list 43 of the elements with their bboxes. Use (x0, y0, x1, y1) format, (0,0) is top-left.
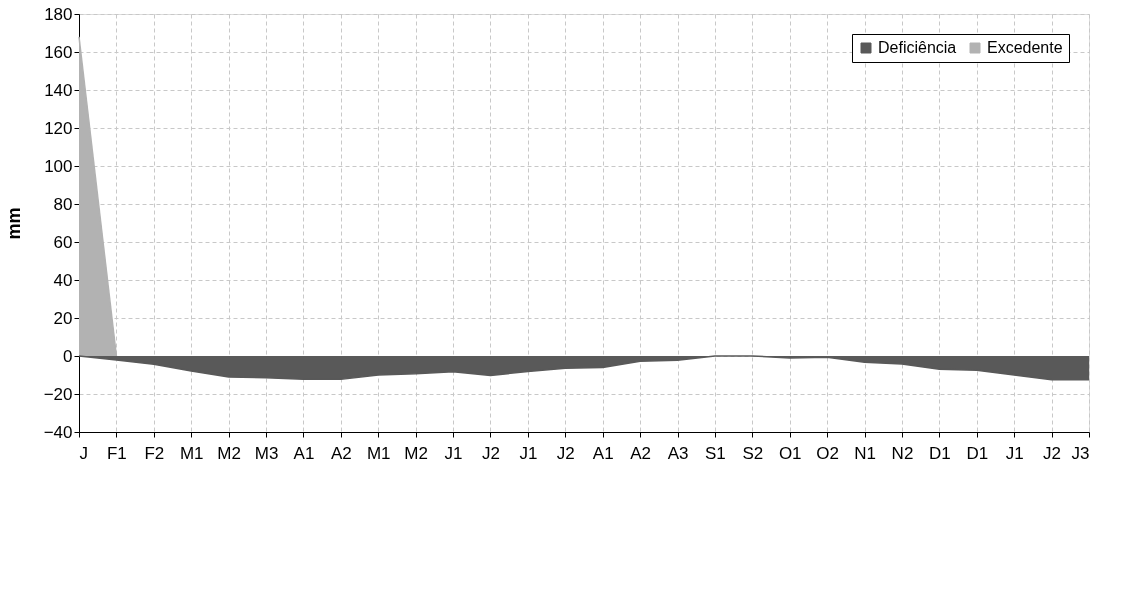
x-tick-label: N2 (891, 443, 914, 463)
x-tick-label: J3 (1071, 443, 1090, 463)
y-tick-label: 120 (44, 118, 73, 138)
x-tick-label: A1 (592, 443, 614, 463)
legend-label: Deficiência (878, 39, 957, 56)
x-tick-label: A2 (630, 443, 652, 463)
x-tick-label: D1 (966, 443, 989, 463)
y-tick-label: 60 (53, 232, 73, 252)
y-tick-label: 0 (63, 346, 73, 366)
x-tick-label: N1 (854, 443, 876, 463)
x-tick-label: S2 (742, 443, 764, 463)
x-tick-label: A1 (293, 443, 315, 463)
x-tick-label: J2 (482, 443, 500, 463)
x-tick-label: J1 (1005, 443, 1024, 463)
x-tick-label: F2 (144, 443, 165, 463)
x-tick-label: M1 (179, 443, 204, 463)
x-tick-label: F1 (106, 443, 127, 463)
x-tick-label: J1 (519, 443, 538, 463)
x-tick-label: M3 (254, 443, 279, 463)
y-axis-title: mm (3, 207, 24, 240)
y-tick-label: 100 (44, 156, 73, 176)
x-tick-label: O1 (778, 443, 802, 463)
y-tick-label: 20 (53, 308, 73, 328)
x-tick-label: D1 (929, 443, 951, 463)
x-tick-label: A3 (667, 443, 689, 463)
y-tick-label: 40 (53, 270, 73, 290)
y-tick-label: −40 (43, 422, 73, 442)
x-tick-label: J (79, 443, 88, 463)
x-tick-label: J2 (556, 443, 575, 463)
x-tick-label: J1 (444, 443, 463, 463)
x-tick-label: J2 (1043, 443, 1062, 463)
y-tick-label: 180 (44, 4, 73, 24)
x-tick-label: M2 (404, 443, 428, 463)
legend-label: Excedente (987, 39, 1063, 56)
x-tick-label: M1 (366, 443, 391, 463)
y-tick-label: −20 (43, 384, 73, 404)
x-tick-label: M2 (217, 443, 241, 463)
x-tick-label: S1 (705, 443, 726, 463)
y-tick-label: 160 (44, 42, 73, 62)
x-tick-label: O2 (816, 443, 839, 463)
y-tick-label: 140 (44, 80, 73, 100)
x-tick-label: A2 (330, 443, 352, 463)
y-tick-label: 80 (53, 194, 73, 214)
